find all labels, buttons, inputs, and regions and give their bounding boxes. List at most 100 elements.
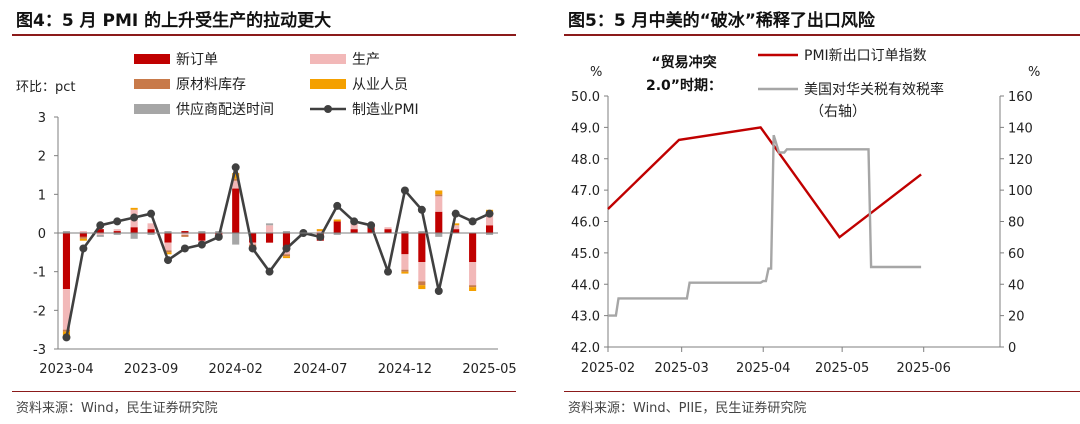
left-panel: 图4：5 月 PMI 的上升受生产的拉动更大 -3 -2 -1 0 1 2 3 2023-04… — [0, 0, 528, 424]
right-right-unit: % — [1028, 65, 1040, 80]
bar-segment — [435, 194, 443, 197]
pmi-line-marker — [265, 267, 274, 276]
bar-segment — [147, 233, 155, 235]
bar-segment — [282, 254, 291, 257]
bar-segment — [418, 231, 426, 233]
bar-segment — [147, 229, 155, 233]
right-x-tick-label: 2025-06 — [897, 361, 951, 376]
left-y-tick-label: 3 — [38, 111, 46, 126]
bar-segment — [350, 229, 358, 233]
bar-segment — [401, 231, 409, 233]
bar-segment — [401, 254, 409, 270]
right-left-tick-label: 47.0 — [571, 184, 600, 199]
trade-conflict-annotation-line2: 2.0”时期： — [646, 77, 722, 94]
bar-segment — [164, 231, 172, 233]
pmi-line-marker — [248, 244, 257, 253]
bar-segment — [469, 285, 477, 288]
pmi-line-marker — [350, 217, 359, 226]
left-x-tick-label: 2024-12 — [378, 362, 432, 377]
right-right-tick-label: 0 — [1008, 341, 1016, 356]
bar-segment — [164, 252, 172, 255]
bar-segment — [130, 233, 138, 239]
pmi-line-marker — [485, 209, 494, 218]
right-x-tick-label: 2025-05 — [815, 361, 869, 376]
bar-segment — [485, 233, 494, 235]
left-unit-label: 环比：pct — [16, 80, 76, 95]
left-legend-label: 原材料库存 — [176, 77, 246, 93]
bar-segment — [232, 188, 240, 233]
left-x-tick-label: 2024-02 — [209, 362, 263, 377]
pmi-line-marker — [197, 240, 206, 249]
left-legend-marker — [324, 105, 332, 113]
bar-segment — [113, 233, 121, 235]
left-x-tick-label: 2024-07 — [293, 362, 347, 377]
bar-segment — [469, 262, 477, 286]
bar-segment — [62, 233, 71, 290]
bar-segment — [164, 250, 172, 253]
right-panel: 图5：5 月中美的“破冰”稀释了出口风险 42.0 43.0 44.0 45.0 46.… — [552, 0, 1080, 424]
bar-segment — [333, 219, 341, 222]
bar-segment — [62, 329, 71, 332]
bar-segment — [452, 225, 460, 230]
bar-segment — [62, 231, 71, 233]
left-y-tick-label: -1 — [33, 266, 46, 281]
pmi-line-marker — [400, 186, 409, 195]
bar-segment — [485, 211, 494, 226]
bar-segment — [435, 233, 443, 237]
bar-segment — [418, 262, 426, 282]
right-source-rule — [564, 391, 1080, 392]
right-chart: 42.0 43.0 44.0 45.0 46.0 47.0 48.0 49.0 50.0 0 20 4… — [571, 48, 1040, 376]
left-legend-label: 生产 — [352, 52, 380, 68]
bar-segment — [350, 223, 358, 230]
right-left-tick-label: 49.0 — [571, 121, 600, 136]
bar-segment — [96, 229, 104, 233]
left-legend-swatch — [310, 79, 346, 89]
left-y-tick-label: 1 — [38, 188, 46, 203]
right-x-tick-label: 2025-02 — [581, 361, 635, 376]
left-y-tick-label: -2 — [33, 304, 46, 319]
bar-segment — [401, 271, 409, 274]
left-chart: -3 -2 -1 0 1 2 3 2023-04 2023-09 2024-02 2024-07 20… — [16, 52, 517, 377]
bar-segment — [452, 229, 460, 233]
right-legend-label: PMI新出口订单指数 — [804, 48, 927, 64]
bar-segment — [79, 231, 87, 233]
bar-segment — [62, 289, 71, 330]
trade-conflict-annotation-line1: “贸易冲突 — [651, 54, 716, 71]
right-left-tick-label: 48.0 — [571, 153, 600, 168]
bar-segment — [265, 233, 274, 243]
right-figure-title: 图5：5 月中美的“破冰”稀释了出口风险 — [568, 11, 875, 31]
right-left-tick-label: 42.0 — [571, 341, 600, 356]
pmi-line-marker — [62, 333, 71, 342]
pmi-line-marker — [468, 217, 477, 226]
left-legend-label: 新订单 — [176, 52, 218, 68]
bar-segment — [435, 211, 443, 233]
bar-segment — [384, 227, 392, 230]
bar-segment — [232, 178, 240, 181]
bar-segment — [401, 233, 409, 255]
right-right-tick-label: 160 — [1008, 90, 1033, 105]
pmi-line-marker — [130, 213, 139, 222]
bar-segment — [130, 227, 138, 233]
right-right-tick-label: 20 — [1008, 310, 1025, 325]
bar-segment — [282, 233, 291, 247]
pmi-line-marker — [333, 201, 342, 210]
pmi-export-orders-line — [607, 126, 922, 239]
bar-segment — [96, 234, 104, 237]
left-source: 资料来源：Wind，民生证券研究院 — [16, 401, 218, 416]
bar-segment — [485, 225, 494, 233]
bar-segment — [265, 223, 274, 226]
bar-segment — [452, 223, 460, 226]
left-y-tick-label: 2 — [38, 150, 46, 165]
bar-segment — [198, 233, 206, 241]
left-title-rule — [12, 34, 516, 36]
bar-segment — [164, 233, 172, 243]
bar-segment — [232, 173, 240, 179]
bar-segment — [469, 287, 477, 291]
right-x-tick-label: 2025-03 — [655, 361, 709, 376]
us-tariff-rate-line — [608, 134, 922, 317]
bar-segment — [198, 231, 206, 233]
bar-segment — [130, 207, 138, 210]
left-figure-title: 图4：5 月 PMI 的上升受生产的拉动更大 — [16, 11, 332, 31]
pmi-line-marker — [113, 217, 122, 226]
pmi-line-marker — [451, 209, 460, 218]
